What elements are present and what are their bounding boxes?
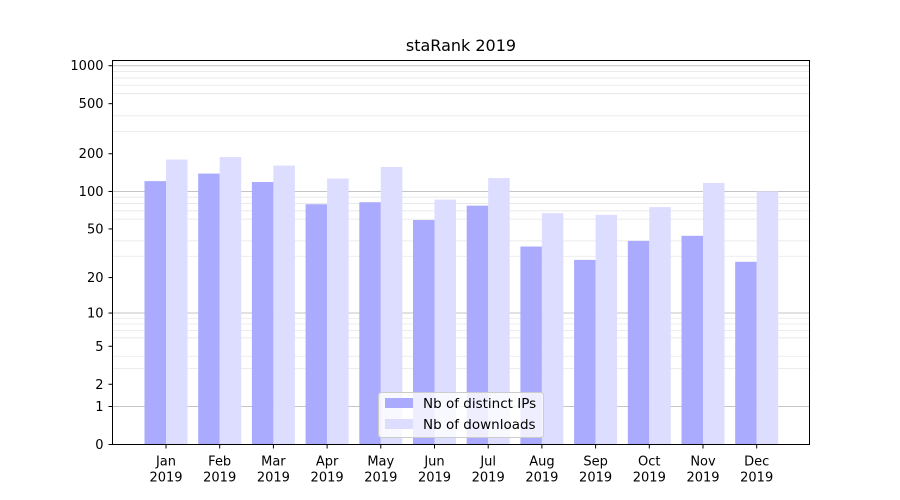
legend-swatch xyxy=(385,419,413,429)
bar-ips xyxy=(305,204,328,445)
bar-ips xyxy=(144,181,166,445)
y-axis: 0 1 2 5 10 20 50 100 200 500 1000 xyxy=(70,59,113,453)
bar-downloads xyxy=(327,178,349,445)
y-tick-label: 2 xyxy=(95,378,103,393)
x-tick-label: May 2019 xyxy=(364,455,397,486)
x-tick-label: Aug 2019 xyxy=(525,455,558,486)
x-tick-label: Apr 2019 xyxy=(311,455,344,486)
bar-downloads xyxy=(273,165,295,445)
bar-downloads xyxy=(595,214,618,445)
legend-box xyxy=(378,392,544,438)
x-tick-label: Jan 2019 xyxy=(149,455,182,486)
x-tick-label: Mar 2019 xyxy=(257,455,290,486)
bar-downloads xyxy=(756,191,779,445)
y-tick-label: 5 xyxy=(95,340,103,355)
bar-downloads xyxy=(219,157,242,445)
bar-ips xyxy=(466,205,489,445)
bar-downloads xyxy=(166,159,188,445)
x-tick-label: Sep 2019 xyxy=(579,455,612,486)
bar-downloads xyxy=(380,166,403,445)
x-tick-label: Nov 2019 xyxy=(686,455,719,486)
x-tick-label: Jul 2019 xyxy=(472,455,505,486)
y-tick-label: 1 xyxy=(95,400,103,415)
bar-downloads xyxy=(434,199,456,445)
legend: Nb of distinct IPs Nb of downloads xyxy=(378,392,544,438)
y-tick-label: 10 xyxy=(87,307,104,322)
y-tick-label: 100 xyxy=(79,185,104,200)
plot-frame xyxy=(112,60,810,445)
bar-ips xyxy=(574,259,596,445)
legend-label: Nb of downloads xyxy=(423,417,536,433)
legend-label: Nb of distinct IPs xyxy=(423,396,536,412)
bar-downloads xyxy=(703,182,725,445)
legend-swatch xyxy=(385,398,413,408)
bar-ips xyxy=(413,220,435,445)
bar-ips xyxy=(198,173,220,445)
x-axis: Jan 2019 Feb 2019 Mar 2019 Apr 2019 May 2019 Jun 20… xyxy=(149,444,773,486)
bar-ips xyxy=(251,182,274,445)
y-tick-label: 0 xyxy=(95,438,103,453)
y-tick-label: 20 xyxy=(87,271,104,286)
bar-downloads xyxy=(649,207,671,445)
y-tick-label: 200 xyxy=(79,147,104,162)
bar-ips xyxy=(735,261,757,445)
x-tick-label: Jun 2019 xyxy=(418,455,451,486)
chart-title: staRank 2019 xyxy=(406,36,516,55)
bar-downloads xyxy=(541,213,564,445)
bar-downloads xyxy=(488,178,510,445)
bar-ips xyxy=(627,240,650,445)
y-tick-label: 500 xyxy=(79,97,104,112)
x-tick-label: Dec 2019 xyxy=(740,455,773,486)
y-tick-label: 50 xyxy=(87,222,104,237)
y-tick-label: 1000 xyxy=(70,59,103,74)
bar-ips xyxy=(359,202,381,445)
x-tick-label: Oct 2019 xyxy=(633,455,666,486)
bar-ips xyxy=(681,235,703,445)
bars xyxy=(144,157,779,445)
x-tick-label: Feb 2019 xyxy=(203,455,236,486)
